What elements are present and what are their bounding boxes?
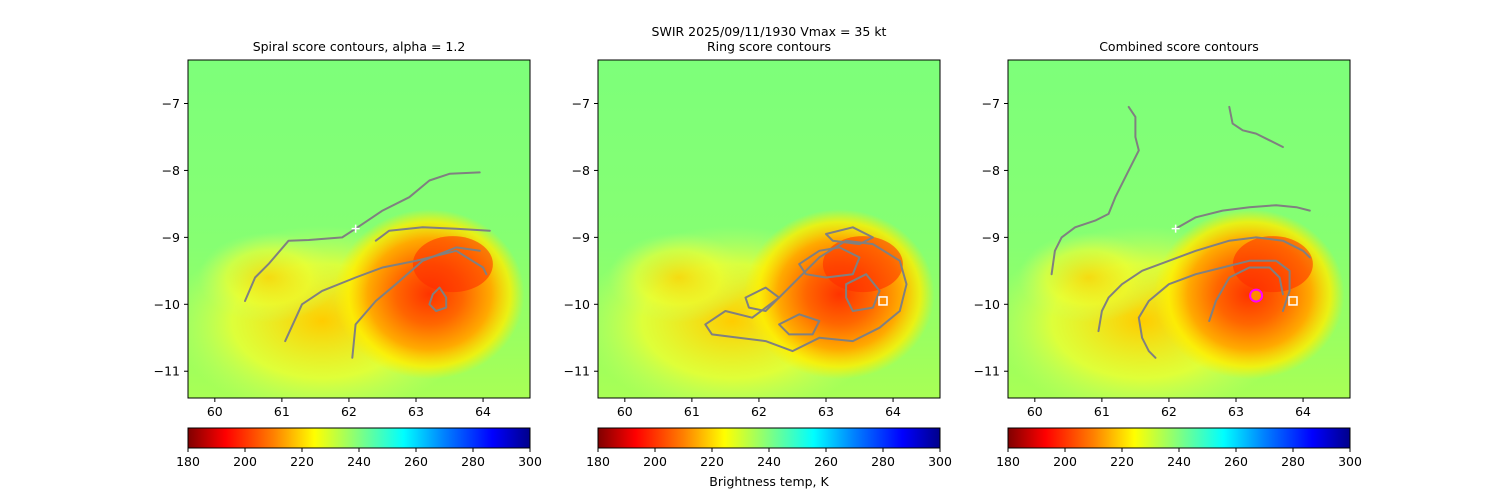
score-contour — [825, 226, 874, 246]
x-tick-label: 63 — [408, 404, 424, 419]
plot-frame — [187, 59, 531, 399]
colorbar-tick-label: 260 — [404, 454, 428, 469]
x-tick-label: 61 — [1094, 404, 1110, 419]
colorbar-tick-label: 220 — [290, 454, 314, 469]
x-tick-label: 63 — [1228, 404, 1244, 419]
heatmap-cold-cloud-core — [412, 236, 493, 293]
y-tick-label: −9 — [982, 230, 1000, 245]
score-contour — [744, 286, 781, 312]
colorbar-tick-label: 220 — [1110, 454, 1134, 469]
colorbar-tick-label: 280 — [461, 454, 485, 469]
x-tick-label: 61 — [274, 404, 290, 419]
x-tick-label: 64 — [475, 404, 491, 419]
score-contour — [778, 313, 821, 336]
heatmap-warm-region — [608, 232, 749, 323]
y-tick-label: −7 — [982, 96, 1000, 111]
plot-frame — [1007, 59, 1351, 399]
score-contour — [845, 273, 881, 312]
colorbar-tick-label: 300 — [928, 454, 952, 469]
ring-center-square-marker — [1288, 296, 1298, 306]
y-tick-label: −8 — [162, 163, 180, 178]
score-contour — [1174, 204, 1311, 230]
colorbar — [1007, 427, 1351, 449]
colorbar-tick-label: 240 — [347, 454, 371, 469]
panel-3: Combined score contours 60 61 62 63 64 −7 −8 −9 −… — [974, 39, 1362, 469]
colorbar-tick-label: 200 — [1053, 454, 1077, 469]
y-tick-label: −8 — [572, 163, 590, 178]
colorbar-tick-label: 280 — [1281, 454, 1305, 469]
colorbar-tick-label: 240 — [1167, 454, 1191, 469]
score-contour — [428, 286, 448, 312]
x-tick-label: 61 — [684, 404, 700, 419]
score-contour — [374, 226, 491, 242]
x-tick-label: 63 — [818, 404, 834, 419]
colorbar — [597, 427, 941, 449]
colorbar-tick-label: 180 — [176, 454, 200, 469]
colorbar-tick-label: 240 — [757, 454, 781, 469]
colorbar-tick-label: 180 — [996, 454, 1020, 469]
score-contour — [1097, 236, 1311, 333]
plot-frame — [597, 59, 941, 399]
score-contour — [351, 246, 481, 359]
score-contour — [244, 227, 357, 302]
colorbar-tick-label: 300 — [1338, 454, 1362, 469]
score-contour — [1137, 259, 1291, 359]
score-contour — [354, 171, 481, 230]
panel-2: Ring score contours 60 61 62 63 64 −7 −8 −9 −10 −1… — [564, 39, 952, 489]
heatmap-cold-cloud-core — [822, 236, 903, 293]
heatmap — [188, 60, 530, 398]
heatmap-warm-region — [1018, 232, 1159, 323]
colorbar-tick-label: 200 — [643, 454, 667, 469]
x-tick-label: 62 — [1161, 404, 1177, 419]
center-plus-marker — [1171, 224, 1180, 233]
y-tick-label: −10 — [154, 297, 180, 312]
colorbar-tick-label: 180 — [586, 454, 610, 469]
combined-center-circle-marker — [1249, 288, 1264, 303]
score-contour — [284, 249, 488, 343]
heatmap — [598, 60, 940, 398]
score-contour — [1050, 105, 1140, 276]
y-tick-label: −10 — [974, 297, 1000, 312]
x-tick-label: 64 — [1295, 404, 1311, 419]
y-tick-label: −7 — [162, 96, 180, 111]
heatmap-cold-cloud-core — [1232, 236, 1313, 293]
colorbar — [187, 427, 531, 449]
y-tick-label: −8 — [982, 163, 1000, 178]
x-tick-label: 60 — [617, 404, 633, 419]
center-plus-marker — [351, 224, 360, 233]
colorbar-tick-label: 300 — [518, 454, 542, 469]
panel-title: Spiral score contours, alpha = 1.2 — [253, 39, 466, 54]
x-tick-label: 60 — [1027, 404, 1043, 419]
colorbar-tick-label: 260 — [1224, 454, 1248, 469]
x-tick-label: 64 — [885, 404, 901, 419]
figure-suptitle: SWIR 2025/09/11/1930 Vmax = 35 kt — [652, 24, 887, 39]
heatmap-warm-region — [198, 232, 339, 323]
x-tick-label: 60 — [207, 404, 223, 419]
score-contour — [1228, 105, 1284, 148]
x-tick-label: 62 — [751, 404, 767, 419]
colorbar-label: Brightness temp, K — [709, 474, 829, 489]
y-tick-label: −11 — [974, 364, 1000, 379]
colorbar-tick-label: 220 — [700, 454, 724, 469]
colorbar-tick-label: 260 — [814, 454, 838, 469]
y-tick-label: −9 — [162, 230, 180, 245]
score-contour — [1208, 266, 1284, 322]
ring-center-square-marker — [878, 296, 888, 306]
colorbar-tick-label: 280 — [871, 454, 895, 469]
heatmap-cold-cloud-core — [334, 209, 525, 380]
panel-title: Ring score contours — [707, 39, 831, 54]
heatmap — [1008, 60, 1350, 398]
y-tick-label: −11 — [154, 364, 180, 379]
panel-1: Spiral score contours, alpha = 1.2 60 61 62… — [154, 39, 542, 469]
y-tick-label: −7 — [572, 96, 590, 111]
y-tick-label: −11 — [564, 364, 590, 379]
colorbar-tick-label: 200 — [233, 454, 257, 469]
y-tick-label: −9 — [572, 230, 590, 245]
score-contour — [798, 246, 861, 279]
panel-title: Combined score contours — [1099, 39, 1259, 54]
x-tick-label: 62 — [341, 404, 357, 419]
y-tick-label: −10 — [564, 297, 590, 312]
